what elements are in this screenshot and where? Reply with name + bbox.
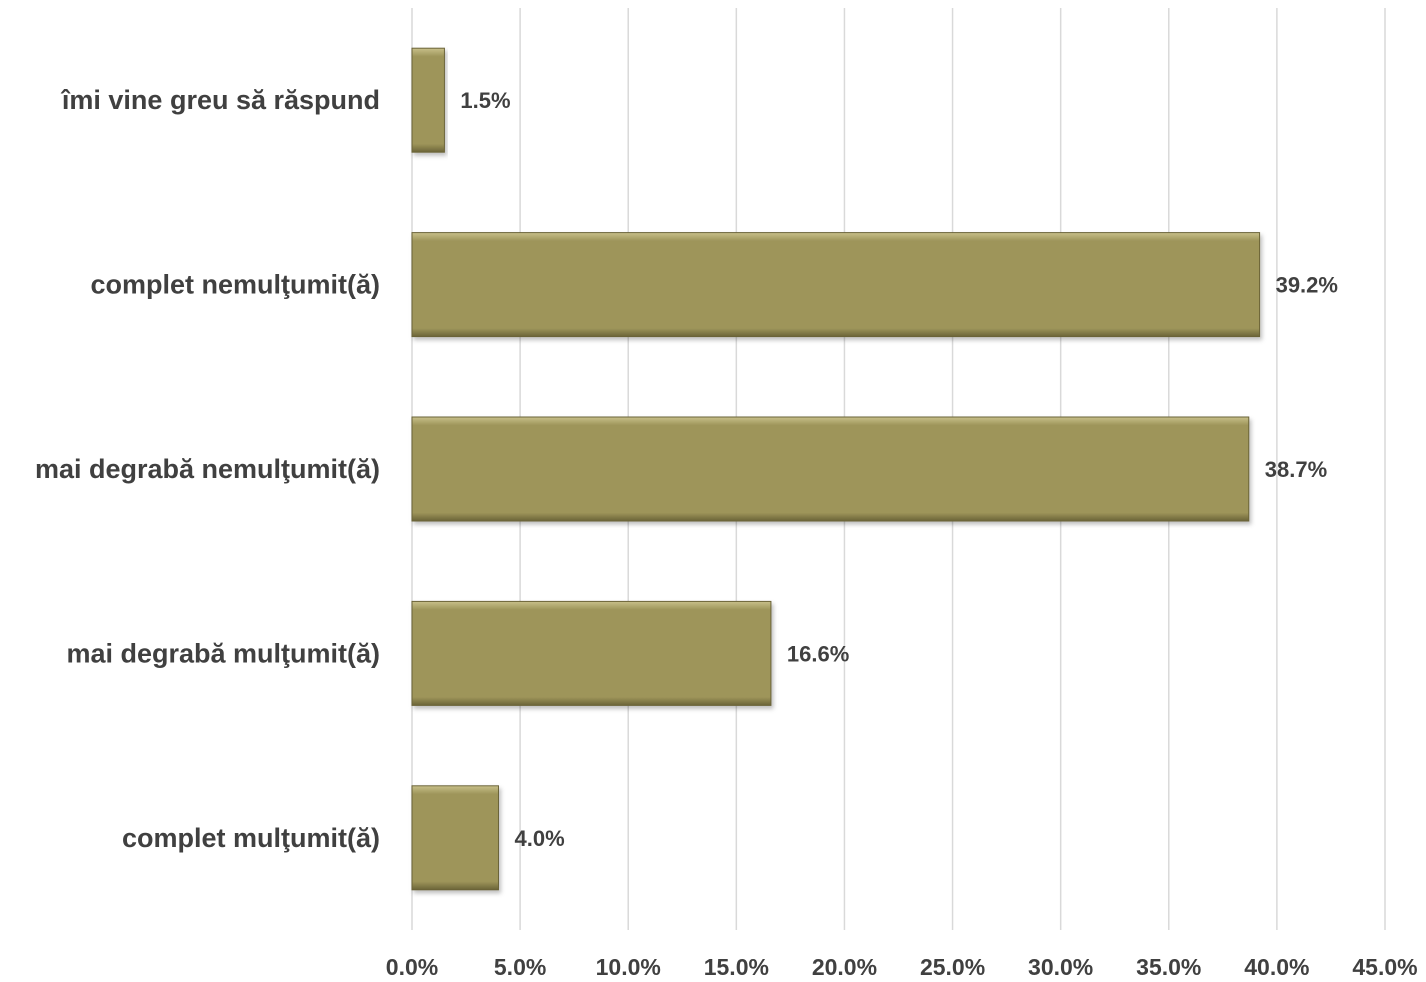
data-label: 1.5% xyxy=(460,88,510,113)
x-tick-label: 10.0% xyxy=(596,954,661,977)
bar xyxy=(411,785,499,891)
x-tick-label: 35.0% xyxy=(1136,954,1201,977)
category-label: îmi vine greu să răspund xyxy=(60,85,380,115)
data-label: 38.7% xyxy=(1265,457,1327,482)
x-tick-label: 45.0% xyxy=(1352,954,1417,977)
bar xyxy=(411,232,1261,338)
category-label: mai degrabă nemulţumit(ă) xyxy=(35,454,380,484)
x-tick-label: 0.0% xyxy=(386,954,438,977)
data-label: 39.2% xyxy=(1276,273,1338,298)
x-tick-label: 40.0% xyxy=(1244,954,1309,977)
bar xyxy=(411,47,445,153)
category-label: complet nemulţumit(ă) xyxy=(90,270,380,300)
x-tick-label: 25.0% xyxy=(920,954,985,977)
x-tick-label: 20.0% xyxy=(812,954,877,977)
bar xyxy=(411,600,772,706)
category-labels: îmi vine greu să răspund complet nemulţum… xyxy=(35,85,380,853)
data-label: 4.0% xyxy=(514,826,564,851)
x-axis-ticks: 0.0% 5.0% 10.0% 15.0% 20.0% 25.0% 30.0% 35.0% 40… xyxy=(386,954,1418,980)
x-tick-label: 15.0% xyxy=(704,954,769,977)
bars xyxy=(411,47,1261,891)
data-labels: 1.5% 39.2% 38.7% 16.6% 4.0% xyxy=(460,88,1338,851)
x-tick-label: 5.0% xyxy=(494,954,546,977)
x-tick-label: 30.0% xyxy=(1028,954,1093,977)
bar xyxy=(411,416,1250,522)
data-label: 16.6% xyxy=(787,641,849,666)
category-label: mai degrabă mulţumit(ă) xyxy=(66,638,380,668)
category-label: complet mulţumit(ă) xyxy=(122,823,380,853)
